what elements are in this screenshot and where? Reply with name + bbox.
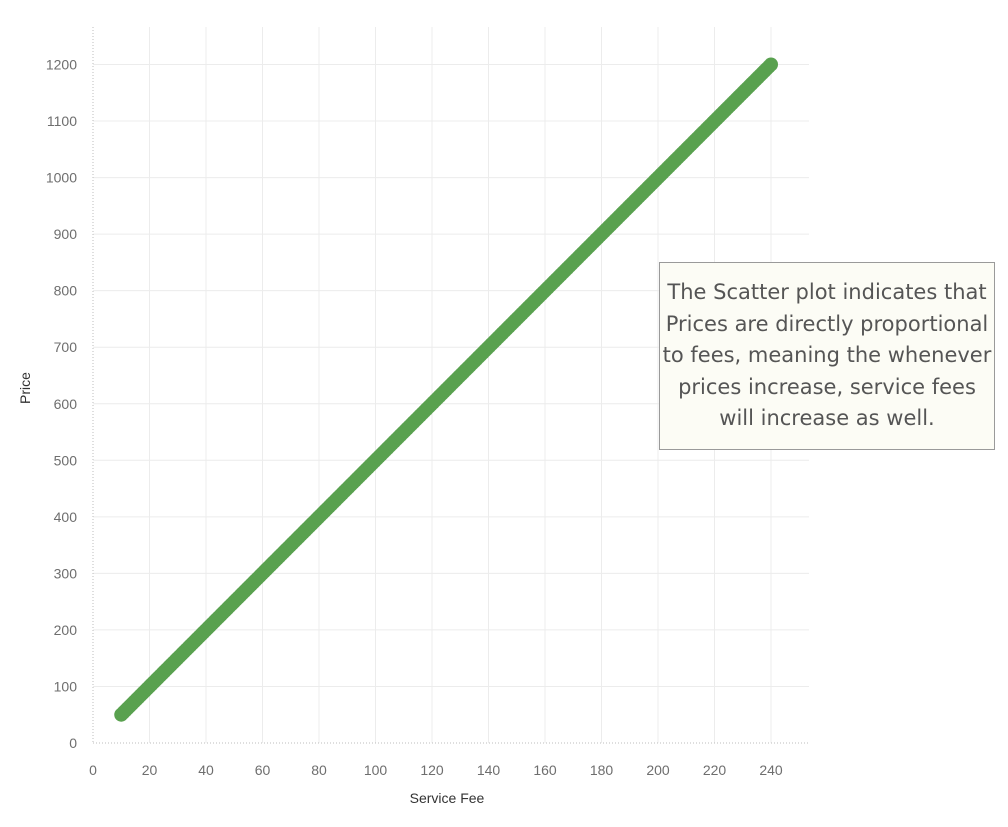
y-tick-label: 300	[54, 565, 78, 581]
x-tick-label: 240	[759, 762, 783, 778]
y-tick-label: 200	[54, 622, 78, 638]
y-tick-label: 400	[54, 509, 78, 525]
x-tick-label: 140	[477, 762, 501, 778]
y-tick-label: 0	[69, 735, 77, 751]
x-tick-label: 180	[590, 762, 614, 778]
x-tick-label: 220	[703, 762, 727, 778]
x-axis-title: Service Fee	[410, 790, 485, 806]
annotation-text: The Scatter plot indicates that Prices a…	[662, 280, 992, 431]
x-tick-label: 60	[255, 762, 271, 778]
x-tick-label: 100	[364, 762, 388, 778]
y-tick-label: 500	[54, 452, 78, 468]
y-tick-label: 100	[54, 678, 78, 694]
grid-lines	[93, 27, 809, 743]
y-tick-label: 1100	[47, 113, 77, 129]
x-tick-label: 0	[89, 762, 97, 778]
y-tick-label: 1200	[46, 57, 77, 73]
y-tick-label: 700	[54, 339, 78, 355]
annotation-box: The Scatter plot indicates that Prices a…	[659, 262, 995, 450]
axes	[92, 27, 809, 744]
x-tick-label: 40	[198, 762, 214, 778]
x-tick-label: 160	[533, 762, 557, 778]
x-tick-label: 80	[311, 762, 327, 778]
data-points	[114, 57, 778, 722]
y-axis-title: Price	[17, 372, 33, 404]
y-tick-label: 600	[54, 396, 78, 412]
y-tick-label: 1000	[46, 170, 77, 186]
x-axis-ticks: 0 20 40 60 80 100 120 140 160 180 200 220 240	[89, 762, 783, 778]
y-tick-label: 900	[54, 226, 78, 242]
y-tick-label: 800	[54, 283, 78, 299]
y-axis-ticks: 0 100 200 300 400 500 600 700 800 900 1000 1100 1200	[46, 57, 77, 752]
data-point	[764, 57, 778, 72]
x-tick-label: 200	[646, 762, 670, 778]
x-tick-label: 20	[142, 762, 158, 778]
x-tick-label: 120	[420, 762, 444, 778]
